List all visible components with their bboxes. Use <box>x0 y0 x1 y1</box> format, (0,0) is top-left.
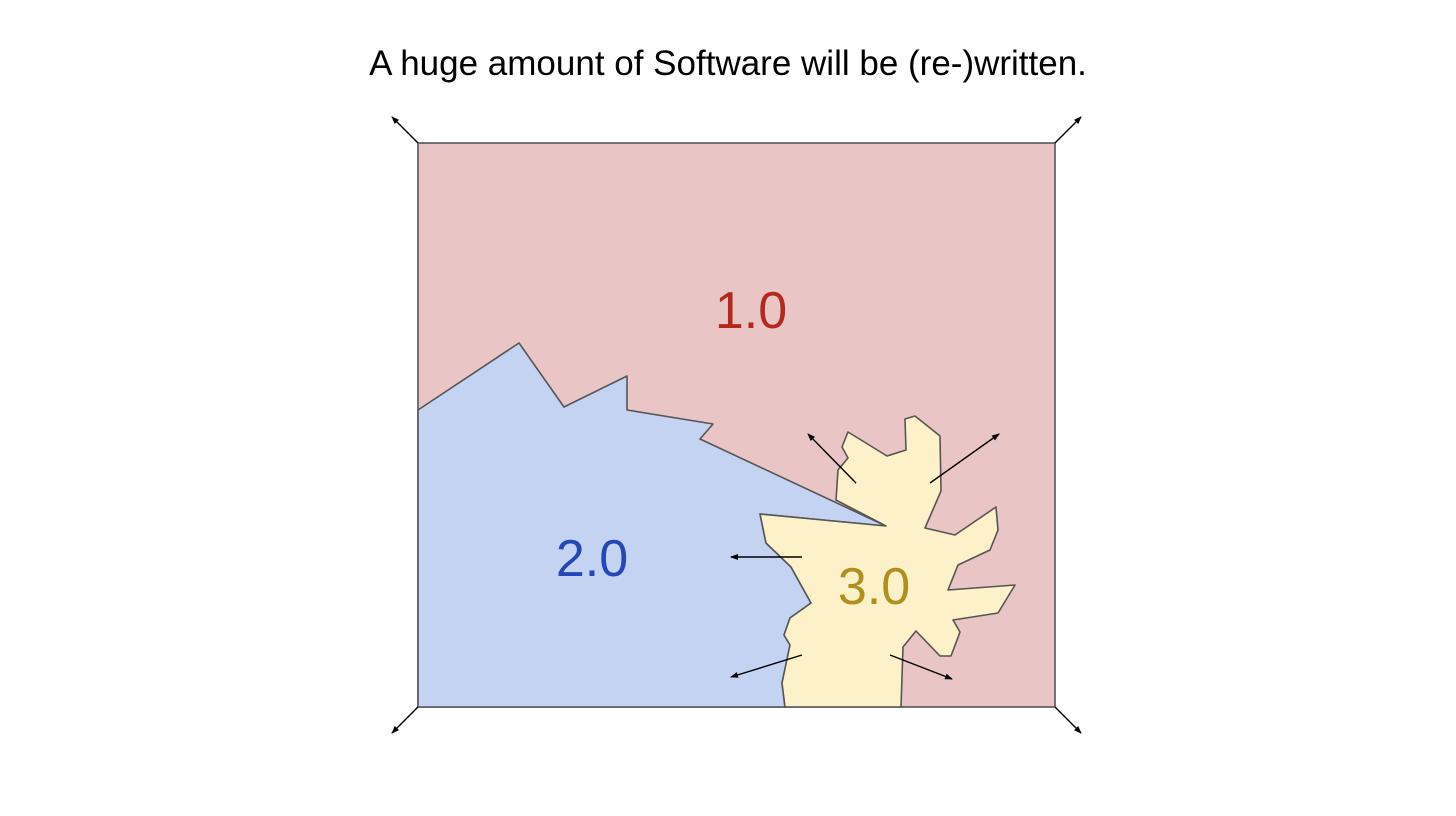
corner-arrow-bottom-left <box>391 706 419 734</box>
region-1-label: 1.0 <box>715 282 787 340</box>
growth-arrow-upper-left <box>807 433 857 484</box>
corner-arrow-bottom-right <box>1054 706 1082 734</box>
corner-arrow-top-right <box>1054 116 1082 144</box>
corner-arrow-top-left <box>391 116 419 144</box>
region-3-shape <box>759 415 1016 708</box>
growth-arrow-upper-right <box>929 433 1000 484</box>
region-3-label: 3.0 <box>838 558 910 616</box>
growth-arrow-lower-left <box>730 654 803 678</box>
region-2-label: 2.0 <box>556 530 628 588</box>
slide-title: A huge amount of Software will be (re-)w… <box>369 44 1087 83</box>
growth-arrow-lower-right <box>889 654 953 680</box>
